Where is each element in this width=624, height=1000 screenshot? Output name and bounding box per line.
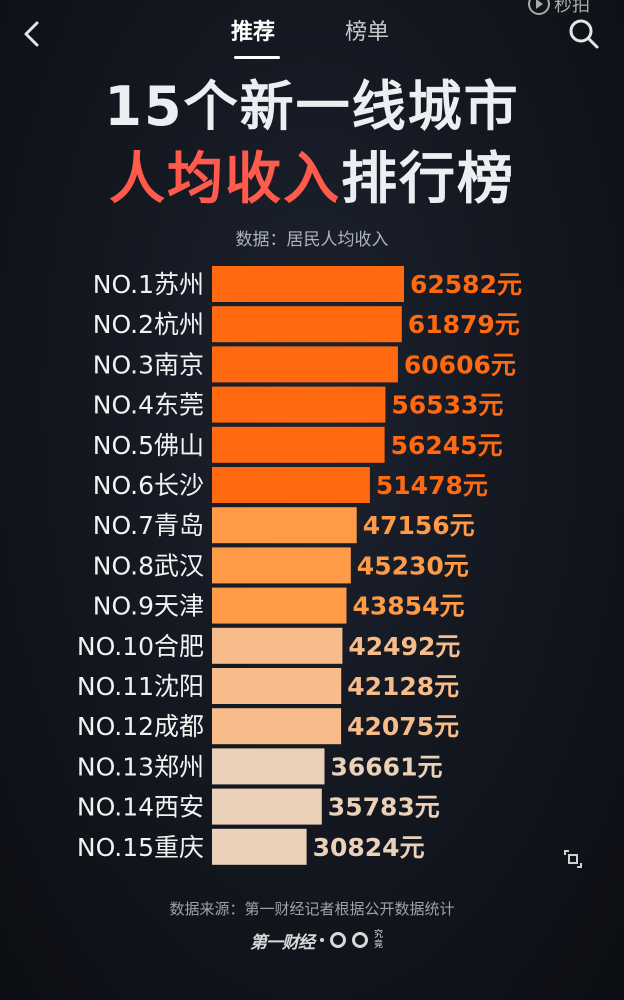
category-label: NO.9天津 [93, 592, 204, 621]
income-bar-chart: NO.1苏州 62582元 NO.2杭州 61879元 NO.3南京 60606元 NO.4… [77, 266, 522, 865]
brand-watermark: 秒拍 [528, 0, 590, 16]
value-label: 42492元 [348, 632, 460, 661]
bar [212, 708, 342, 745]
tab-active-indicator [234, 56, 280, 59]
value-label: 35783元 [328, 793, 440, 822]
chart-title-line2: 人均收入排行榜 [0, 146, 624, 214]
bar [212, 467, 370, 503]
bar [212, 507, 357, 544]
bar [212, 266, 404, 302]
back-arrow-icon[interactable] [14, 16, 50, 52]
top-nav: 推荐 榜单 秒拍 [0, 0, 624, 70]
value-label: 42075元 [347, 712, 459, 741]
play-logo-icon [528, 0, 550, 15]
chart-title-line1: 15个新一线城市 [104, 75, 520, 138]
value-label: 45230元 [357, 551, 469, 580]
fullscreen-icon[interactable] [560, 846, 586, 872]
brand-text: 秒拍 [554, 0, 590, 16]
value-label: 56533元 [391, 391, 503, 420]
category-label: NO.10合肥 [77, 632, 204, 661]
bar [212, 346, 398, 383]
tab-recommend[interactable]: 推荐 [231, 20, 276, 45]
bar [212, 426, 385, 463]
value-label: 51478元 [376, 471, 488, 500]
value-label: 36661元 [331, 752, 443, 781]
title-highlight: 人均收入 [109, 147, 341, 212]
category-label: NO.12成都 [77, 712, 204, 741]
bar [212, 547, 351, 584]
category-label: NO.14西安 [77, 793, 204, 822]
category-label: NO.13郑州 [77, 752, 204, 781]
search-icon[interactable] [566, 16, 602, 52]
bar [212, 748, 325, 785]
category-label: NO.2杭州 [93, 310, 204, 339]
bar [212, 386, 386, 423]
value-label: 47156元 [363, 511, 475, 540]
logo-small-text: 究竟 [374, 930, 384, 950]
data-source: 数据来源：第一财经记者根据公开数据统计 [169, 900, 455, 918]
category-label: NO.3南京 [93, 350, 204, 379]
value-label: 56245元 [391, 431, 503, 460]
value-label: 61879元 [408, 310, 520, 339]
value-label: 30824元 [313, 833, 425, 862]
category-label: NO.6长沙 [93, 471, 204, 500]
category-label: NO.4东莞 [93, 391, 204, 420]
bar [212, 668, 342, 704]
category-label: NO.7青岛 [93, 511, 204, 540]
logo-text: 第一财经 [250, 932, 315, 953]
category-label: NO.5佛山 [93, 431, 204, 460]
value-label: 62582元 [410, 270, 522, 299]
tab-ranking[interactable]: 榜单 [345, 20, 390, 45]
publisher-logo: 第一财经 究竟 [250, 926, 390, 954]
bar [212, 788, 322, 825]
value-label: 42128元 [347, 672, 459, 701]
bar [212, 627, 343, 664]
category-label: NO.8武汉 [93, 551, 204, 580]
bar [212, 828, 307, 865]
logo-dot [320, 938, 324, 942]
value-label: 60606元 [404, 350, 516, 379]
logo-ring-icon [330, 932, 346, 948]
logo-ring-icon [352, 932, 368, 948]
bar [212, 587, 347, 624]
title-rest: 排行榜 [341, 147, 515, 212]
bar [212, 306, 402, 343]
chart-subtitle: 数据：居民人均收入 [235, 230, 389, 250]
category-label: NO.15重庆 [77, 833, 204, 862]
category-label: NO.1苏州 [93, 270, 204, 299]
category-label: NO.11沈阳 [77, 672, 204, 701]
value-label: 43854元 [353, 592, 465, 621]
